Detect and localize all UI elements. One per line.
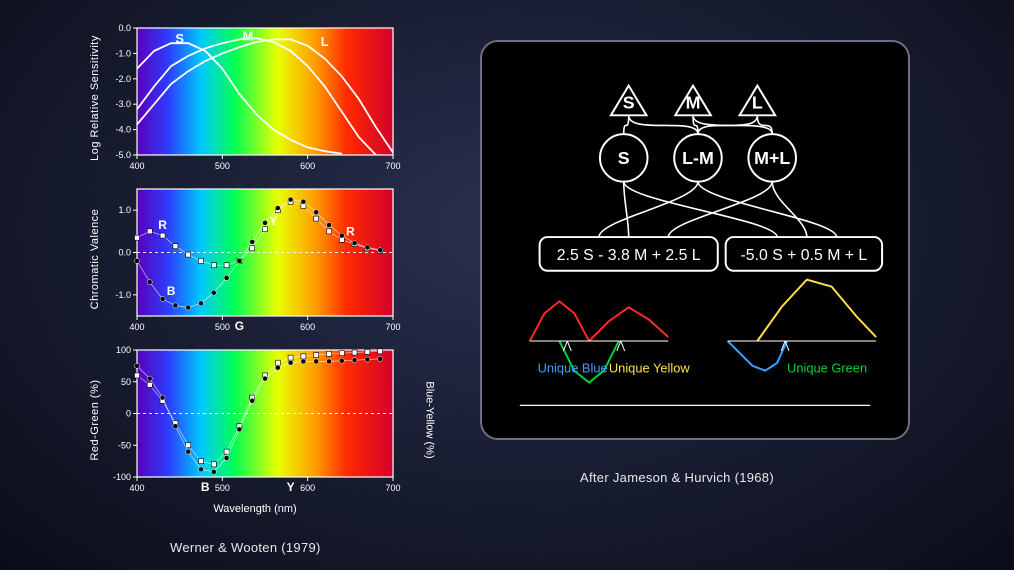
svg-text:500: 500 [215, 322, 230, 332]
svg-text:700: 700 [385, 483, 400, 493]
svg-text:L: L [321, 34, 329, 49]
svg-text:0: 0 [126, 409, 131, 419]
svg-text:100: 100 [116, 345, 131, 355]
svg-text:700: 700 [385, 322, 400, 332]
svg-text:S: S [623, 92, 635, 112]
svg-text:Unique Green: Unique Green [787, 361, 867, 376]
svg-text:B: B [167, 284, 176, 298]
svg-text:S: S [618, 148, 630, 168]
chart-percent: Red-Green (%) Blue-Yellow (%) Wavelength… [105, 342, 405, 497]
svg-text:L-M: L-M [682, 148, 714, 168]
ylabel: Chromatic Valence [89, 208, 101, 309]
svg-text:B: B [201, 480, 210, 494]
svg-text:S: S [175, 31, 184, 46]
svg-text:-2.0: -2.0 [115, 74, 131, 84]
svg-text:-1.0: -1.0 [115, 48, 131, 58]
caption-left: Werner & Wooten (1979) [170, 540, 321, 555]
ylabel: Log Relative Sensitivity [89, 35, 101, 161]
svg-text:0.0: 0.0 [118, 23, 131, 33]
svg-text:500: 500 [215, 161, 230, 171]
svg-text:700: 700 [385, 161, 400, 171]
svg-text:400: 400 [129, 161, 144, 171]
svg-text:2.5 S - 3.8 M + 2.5 L: 2.5 S - 3.8 M + 2.5 L [557, 247, 701, 264]
svg-text:0.0: 0.0 [118, 248, 131, 258]
svg-text:600: 600 [300, 322, 315, 332]
svg-text:G: G [235, 319, 244, 333]
svg-text:-5.0: -5.0 [115, 150, 131, 160]
ylabel: Red-Green (%) [89, 379, 101, 460]
svg-text:Unique Blue: Unique Blue [538, 361, 608, 376]
chart-valence: Chromatic Valence -1.00.01.0400500600700… [105, 181, 405, 336]
svg-text:-5.0 S + 0.5 M + L: -5.0 S + 0.5 M + L [741, 247, 868, 264]
svg-text:400: 400 [129, 483, 144, 493]
xlabel: Wavelength (nm) [213, 503, 296, 515]
svg-text:600: 600 [300, 483, 315, 493]
svg-text:M: M [243, 29, 254, 44]
svg-text:R: R [346, 225, 355, 239]
svg-text:-100: -100 [113, 472, 131, 482]
opponent-diagram: S M L S L-M M+L 2.5 S - 3.8 M + 2.5 L -5.0 S + … [500, 60, 890, 428]
svg-text:R: R [158, 218, 167, 232]
svg-text:M+L: M+L [754, 148, 790, 168]
svg-text:L: L [752, 92, 763, 112]
chart-sensitivity: Log Relative Sensitivity -5.0-4.0-3.0-2.… [105, 20, 405, 175]
svg-text:1.0: 1.0 [118, 205, 131, 215]
svg-text:-50: -50 [118, 440, 131, 450]
svg-text:50: 50 [121, 377, 131, 387]
svg-text:500: 500 [215, 483, 230, 493]
left-charts: Log Relative Sensitivity -5.0-4.0-3.0-2.… [105, 20, 405, 503]
ylabel-right: Blue-Yellow (%) [423, 381, 435, 458]
svg-text:M: M [686, 92, 701, 112]
svg-text:-3.0: -3.0 [115, 99, 131, 109]
svg-text:Y: Y [270, 214, 278, 228]
svg-text:Y: Y [287, 480, 295, 494]
diagram-panel: S M L S L-M M+L 2.5 S - 3.8 M + 2.5 L -5.0 S + … [480, 40, 910, 440]
svg-text:-4.0: -4.0 [115, 125, 131, 135]
caption-right: After Jameson & Hurvich (1968) [580, 470, 774, 485]
svg-text:Unique Yellow: Unique Yellow [609, 361, 691, 376]
svg-text:400: 400 [129, 322, 144, 332]
svg-text:600: 600 [300, 161, 315, 171]
svg-text:-1.0: -1.0 [115, 290, 131, 300]
